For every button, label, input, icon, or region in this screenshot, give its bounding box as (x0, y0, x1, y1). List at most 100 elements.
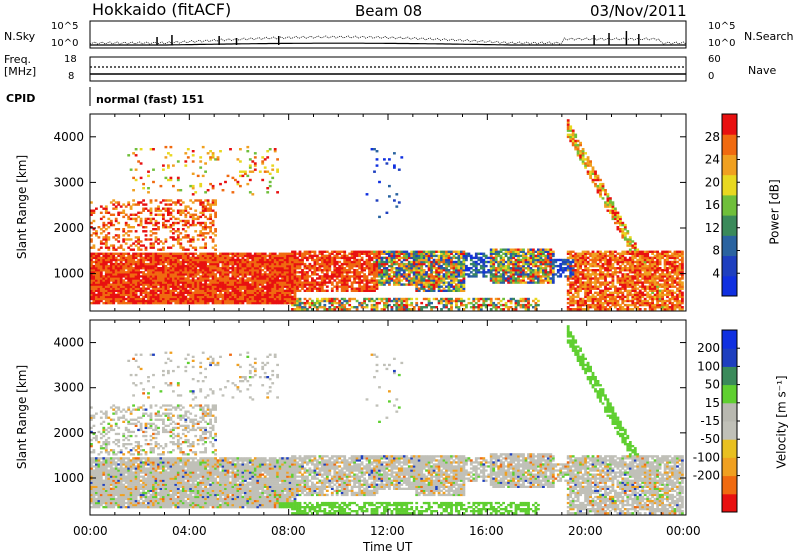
power-cell (397, 267, 401, 270)
power-cell (512, 254, 515, 258)
power-cell (139, 271, 143, 274)
power-cell (164, 297, 168, 301)
power-cell (194, 262, 198, 266)
power-cell (114, 293, 118, 297)
power-cell (149, 221, 153, 225)
power-cell (157, 301, 160, 305)
power-cell (109, 262, 113, 266)
power-cell (435, 283, 438, 286)
power-cell (537, 269, 540, 272)
power-cell (221, 267, 225, 270)
power-cell (261, 260, 265, 264)
power-cell (397, 283, 401, 286)
power-cell (204, 254, 207, 258)
power-cell (164, 145, 168, 149)
power-cell (224, 287, 227, 290)
power-cell (154, 301, 158, 305)
power-cell (373, 260, 376, 264)
power-cell (519, 275, 523, 278)
power-cell (273, 299, 277, 303)
power-cell (209, 209, 212, 212)
power-cell (144, 226, 148, 229)
power-cell (452, 289, 456, 292)
power-cell (402, 275, 406, 278)
power-cell (149, 242, 153, 245)
power-cell (194, 252, 198, 255)
power-cell (385, 303, 389, 307)
power-cell (191, 160, 195, 163)
power-cell (450, 306, 453, 309)
power-cell (390, 277, 394, 280)
power-cell (139, 260, 143, 264)
power-cell (298, 258, 302, 262)
power-cell (410, 283, 414, 286)
power-cell (417, 308, 421, 311)
power-cell (253, 164, 257, 167)
power-cell (186, 283, 190, 286)
power-cell (482, 267, 486, 270)
power-cell (92, 275, 96, 278)
power-cell (450, 262, 453, 266)
power-cell (99, 277, 103, 280)
power-cell (109, 287, 113, 290)
power-cell (549, 267, 553, 270)
power-cell (569, 287, 573, 290)
power-cell (174, 275, 178, 278)
power-cell (181, 281, 185, 284)
power-cell (241, 293, 245, 297)
power-cell (211, 287, 215, 290)
power-cell (162, 226, 165, 229)
power-cell (204, 281, 207, 284)
power-cell (194, 293, 198, 297)
power-cell (132, 279, 135, 282)
power-cell (298, 254, 302, 258)
power-cell (97, 260, 101, 264)
power-cell (90, 221, 93, 225)
power-cell (224, 291, 227, 294)
power-cell (325, 260, 329, 264)
power-cell (328, 279, 332, 282)
power-cell (224, 269, 227, 272)
power-cell (574, 139, 578, 143)
power-cell (549, 281, 553, 284)
power-cell (276, 277, 279, 280)
power-cell (532, 260, 535, 264)
power-cell (142, 199, 145, 202)
power-cell (191, 184, 195, 188)
power-cell (469, 262, 473, 266)
power-cell (104, 281, 108, 284)
power-cell (373, 277, 376, 280)
power-cell (417, 262, 421, 266)
power-cell (127, 283, 131, 286)
power-cell (584, 162, 587, 165)
power-cell (554, 273, 558, 276)
power-cell (244, 172, 247, 175)
power-cell (167, 207, 170, 210)
power-cell (236, 299, 240, 303)
power-cell (157, 275, 160, 278)
power-cell (201, 297, 205, 301)
power-cell (99, 228, 103, 231)
power-cell (306, 283, 309, 286)
power-cell (566, 127, 570, 130)
power-cell (142, 287, 145, 290)
power-cell (537, 260, 540, 264)
power-cell (204, 262, 207, 266)
power-cell (189, 299, 193, 303)
power-cell (90, 226, 93, 229)
power-cell (499, 279, 503, 282)
power-cell (124, 242, 128, 245)
power-cell (162, 267, 165, 270)
power-cell (489, 262, 493, 266)
power-cell (122, 215, 126, 219)
power-cell (251, 293, 255, 297)
power-cell (104, 207, 108, 210)
power-cell (430, 264, 433, 268)
power-cell (206, 277, 210, 280)
power-cell (296, 258, 299, 262)
power-cell (400, 275, 404, 278)
power-cell (99, 240, 103, 243)
power-cell (378, 180, 381, 184)
power-cell (512, 275, 515, 278)
power-cell (129, 285, 133, 288)
